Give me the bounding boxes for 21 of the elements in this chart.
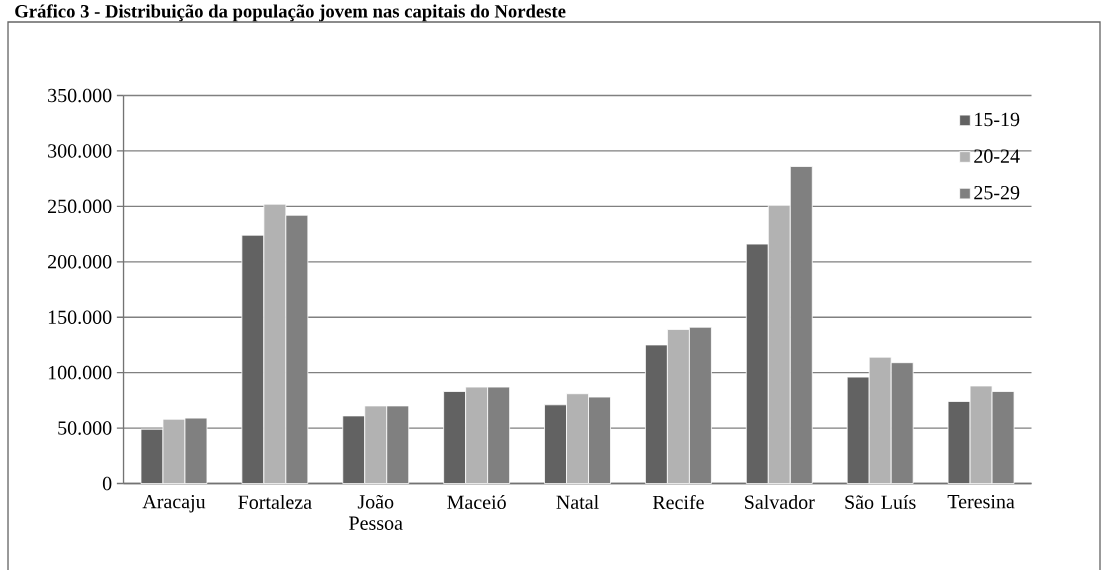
- y-tick-label: 100.000: [48, 365, 112, 380]
- x-tick-label: Teresina: [947, 494, 1015, 509]
- x-tick-label: João Pessoa: [349, 494, 403, 530]
- y-tick-label: 0: [102, 476, 112, 491]
- legend-label: 20-24: [974, 149, 1020, 163]
- y-tick-label: 200.000: [48, 255, 112, 269]
- x-tick-label: Natal: [556, 494, 599, 509]
- x-tick-label: São Luís: [845, 494, 916, 509]
- y-tick-label: 150.000: [48, 310, 112, 325]
- chart-title: Gráfico 3 - Distribuição da população jovem nas capitais do Nordeste: [15, 4, 566, 22]
- y-tick-label: 250.000: [48, 199, 112, 214]
- x-tick-label: Salvador: [745, 494, 815, 509]
- y-tick-label: 350.000: [48, 88, 112, 103]
- legend-label: 25-29: [974, 185, 1020, 200]
- x-tick-label: Fortaleza: [238, 494, 312, 509]
- x-tick-label: Aracaju: [142, 494, 206, 513]
- legend-label: 15-19: [975, 112, 1020, 127]
- y-tick-label: 50.000: [58, 421, 112, 435]
- x-tick-label: Maceió: [447, 494, 506, 509]
- y-tick-label: 300.000: [48, 144, 112, 158]
- x-tick-label: Recife: [652, 494, 704, 510]
